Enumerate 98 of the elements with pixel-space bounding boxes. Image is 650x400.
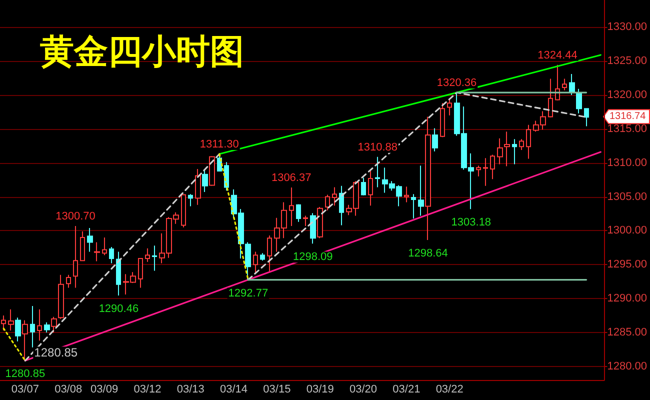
candlestick	[483, 158, 488, 186]
y-tick-label: 1320.00	[607, 89, 648, 101]
candlestick	[548, 78, 553, 118]
candlestick	[339, 185, 344, 226]
candlestick	[512, 138, 517, 165]
annotation: 1280.85	[34, 346, 78, 360]
candlestick	[490, 154, 495, 180]
candlestick	[260, 252, 265, 262]
x-tick-label: 03/13	[176, 384, 204, 396]
annotation: 1290.46	[98, 302, 139, 315]
annotation: 1320.36	[436, 77, 477, 90]
candlestick	[555, 64, 560, 101]
x-tick-label: 03/09	[90, 384, 118, 396]
candlestick	[368, 170, 373, 206]
annotation: 1300.70	[56, 210, 96, 222]
candlestick	[576, 88, 582, 114]
annotation: 1306.37	[271, 172, 312, 184]
candlestick	[296, 204, 301, 222]
y-tick-label: 1330.00	[607, 21, 648, 34]
y-tick-label: 1285.00	[607, 326, 648, 338]
annotation: 1292.77	[228, 287, 268, 300]
candlestick	[332, 186, 337, 206]
candlestick	[181, 194, 186, 228]
y-tick-label: 1310.00	[607, 156, 648, 169]
candlestick	[87, 228, 93, 252]
y-tick-label: 1315.00	[607, 122, 648, 135]
candlestick	[145, 248, 150, 262]
candlestick	[8, 308, 14, 331]
candlestick	[267, 234, 272, 272]
candlestick	[80, 230, 85, 262]
candlestick	[102, 237, 107, 256]
candlestick	[51, 316, 57, 333]
candlestick	[562, 78, 567, 91]
candlestick	[303, 215, 308, 226]
candlestick	[152, 245, 157, 272]
candlestick	[253, 251, 258, 274]
y-tick-label: 1290.00	[607, 292, 648, 305]
candlestick	[30, 306, 35, 348]
candlestick	[418, 165, 424, 216]
annotation: 1298.09	[293, 251, 333, 264]
candlestick	[195, 168, 201, 206]
candlestick	[73, 225, 78, 288]
candlestick	[44, 322, 50, 333]
candlestick	[94, 242, 100, 262]
y-tick-label: 1300.00	[607, 224, 648, 237]
candlestick	[209, 156, 215, 186]
candlestick	[432, 128, 438, 152]
candlestick	[289, 186, 294, 226]
candlestick	[404, 186, 409, 203]
candlestick	[58, 274, 64, 320]
candlestick	[375, 156, 380, 188]
x-tick-label: 03/21	[392, 384, 420, 396]
candlestick	[504, 131, 510, 167]
candlestick	[109, 246, 114, 264]
candlestick	[1, 315, 6, 331]
y-tick-label: 1295.00	[607, 258, 648, 271]
x-tick-label: 03/19	[306, 384, 334, 396]
candlestick	[188, 194, 193, 207]
candlestick	[519, 138, 524, 150]
x-tick-label: 03/15	[263, 384, 291, 396]
candlestick	[526, 124, 531, 160]
candlestick	[116, 251, 121, 296]
annotation: 1310.88	[358, 141, 398, 154]
candlestick	[310, 212, 316, 244]
candlestick	[66, 274, 71, 288]
text: 1316.74	[610, 111, 646, 122]
y-tick-label: 1305.00	[607, 190, 648, 203]
annotation: 1303.18	[451, 216, 492, 229]
candlestick	[497, 138, 503, 165]
candlestick	[447, 99, 452, 116]
y-tick-label: 1325.00	[607, 55, 648, 68]
annotation: 1280.85	[5, 368, 46, 380]
candlestick	[411, 194, 416, 219]
candlestick	[245, 242, 251, 280]
candlestick	[15, 317, 21, 342]
candlestick	[440, 102, 445, 138]
candlestick	[476, 165, 481, 177]
y-tick-label: 1280.00	[607, 360, 648, 372]
candlestick	[202, 169, 208, 193]
candlestick	[37, 308, 42, 342]
candlestick	[325, 194, 330, 211]
x-tick-label: 03/22	[436, 384, 464, 396]
x-tick-label: 03/14	[220, 384, 248, 396]
candlestick	[317, 206, 323, 239]
candlestick	[361, 177, 366, 196]
x-tick-label: 03/20	[349, 384, 378, 396]
candlestick	[584, 108, 589, 127]
annotation: 1324.44	[538, 49, 578, 62]
x-tick-label: 03/07	[11, 384, 39, 396]
text: 黄金四小时图	[40, 32, 244, 72]
candlestick	[22, 320, 28, 362]
annotation: 1311.30	[200, 138, 239, 151]
candlestick	[138, 258, 143, 288]
candlestick	[569, 73, 575, 96]
x-tick-label: 03/12	[134, 384, 162, 396]
x-tick-label: 03/08	[54, 384, 82, 396]
candlestick	[425, 116, 431, 240]
annotation: 1298.64	[408, 247, 448, 260]
